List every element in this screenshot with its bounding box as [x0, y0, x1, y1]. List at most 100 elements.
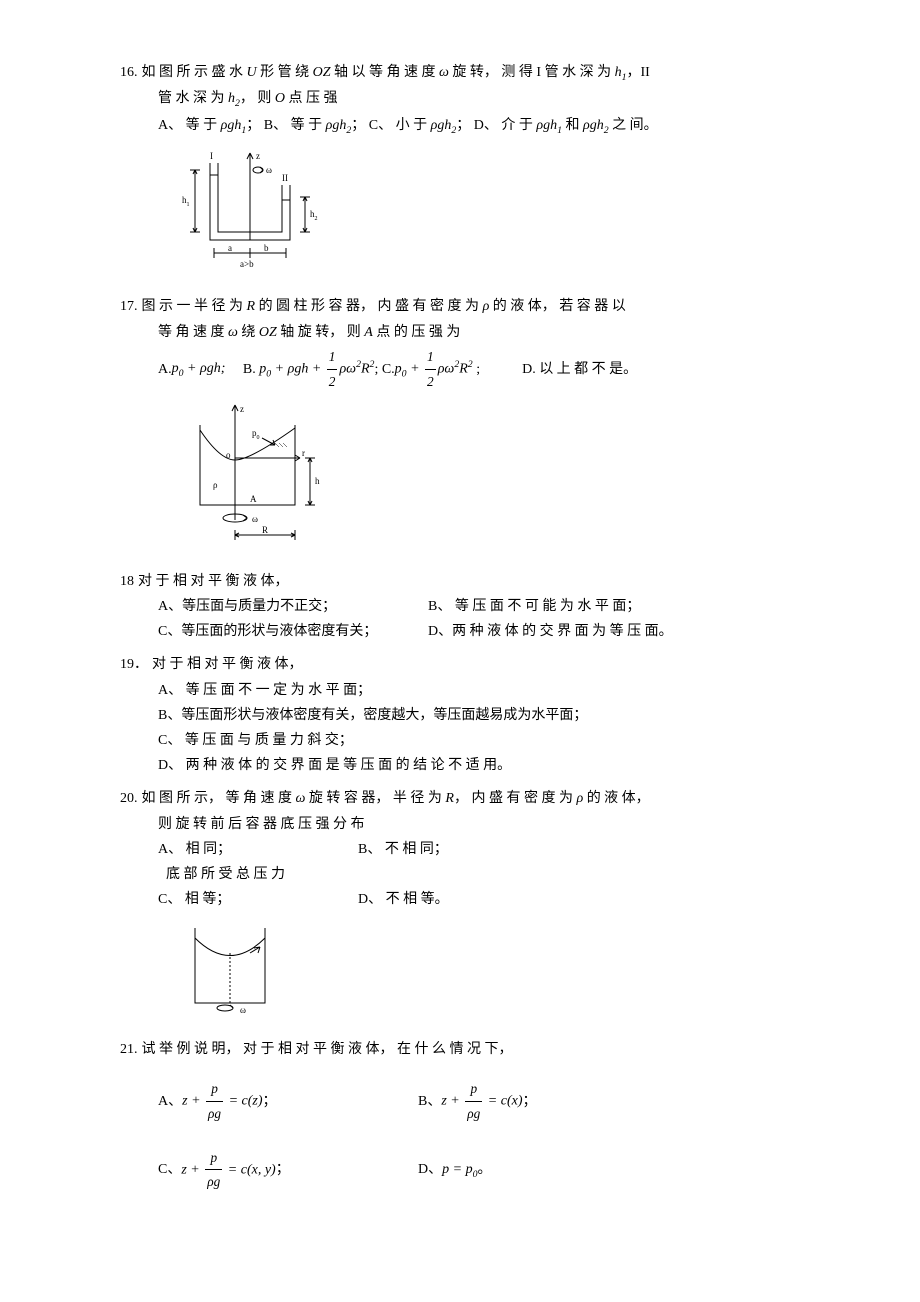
q20-line1: 20. 如 图 所 示， 等 角 速 度 ω 旋 转 容 器， 半 径 为 R，… — [120, 786, 820, 811]
q21-Csemi: ； — [276, 1157, 290, 1182]
q16-num: 16. — [120, 60, 138, 85]
r5: ρ — [583, 118, 590, 133]
q16-line2: 管 水 深 为 h2， 则 O 点 压 强 — [120, 86, 820, 112]
q19-D: D、 两 种 液 体 的 交 界 面 是 等 压 面 的 结 论 不 适 用。 — [158, 753, 820, 778]
q20-t2: 旋 转 容 器， 半 径 为 — [305, 791, 445, 806]
fig16-h2: h2 — [310, 209, 318, 222]
h1-base: h — [615, 65, 622, 80]
eqA: = — [225, 1093, 241, 1108]
q16-t5: ，II — [627, 65, 650, 80]
fig17-R: R — [262, 525, 268, 535]
plC21: + — [187, 1162, 203, 1177]
q20-row1: A、 相 同； B、 不 相 同； — [158, 837, 820, 862]
q16-rhogh2c: ρgh2 — [583, 118, 609, 133]
question-16: 16. 如 图 所 示 盛 水 U 形 管 绕 OZ 轴 以 等 角 速 度 ω… — [120, 60, 820, 284]
sym-h1: h1 — [615, 65, 627, 80]
pC: p — [210, 1150, 217, 1165]
q21-B: B、 z + pρg = c(x)； — [418, 1077, 537, 1126]
p0D: p — [466, 1162, 473, 1177]
q16-svg: I II z ω h1 h2 a b a>b — [180, 145, 340, 275]
q17-formB: p0 + ρgh + 12ρω2R2 — [259, 345, 374, 394]
q20-t4: 的 液 体， — [583, 791, 650, 806]
halfCn: 1 — [425, 345, 436, 370]
gB21: g — [474, 1106, 481, 1121]
q17-oz: OZ — [259, 325, 277, 340]
q21-Dend: 。 — [477, 1157, 491, 1182]
q16-t1: 如 图 所 示 盛 水 — [142, 65, 247, 80]
q21-Bpre: B、 — [418, 1089, 441, 1114]
q17-line1: 17. 图 示 一 半 径 为 R 的 圆 柱 形 容 器， 内 盛 有 密 度… — [120, 294, 820, 319]
gA: g — [207, 361, 214, 376]
q20-mid: 底 部 所 受 总 压 力 — [120, 862, 820, 887]
fig16-ab: a>b — [240, 259, 254, 269]
fig20-w: ω — [240, 1005, 246, 1015]
q16-text: 如 图 所 示 盛 水 U 形 管 绕 OZ 轴 以 等 角 速 度 ω 旋 转… — [142, 60, 821, 86]
q16-optA-pre: A、 等 于 — [158, 118, 221, 133]
q19-text: 对 于 相 对 平 衡 液 体， — [152, 652, 820, 677]
q20-B: B、 不 相 同； — [358, 837, 448, 862]
sym-R: R — [247, 299, 256, 314]
q18-text: 对 于 相 对 平 衡 液 体， — [138, 569, 820, 594]
question-20: 20. 如 图 所 示， 等 角 速 度 ω 旋 转 容 器， 半 径 为 R，… — [120, 786, 820, 1027]
q18-line1: 18 对 于 相 对 平 衡 液 体， — [120, 569, 820, 594]
fBd: ρg — [465, 1102, 482, 1126]
plB2: + — [308, 361, 324, 376]
q18-num: 18 — [120, 569, 134, 594]
eqC: = — [224, 1162, 240, 1177]
sym-omega: ω — [439, 65, 449, 80]
fig16-h1: h1 — [182, 195, 190, 208]
q17-Bpre: B. — [225, 357, 259, 382]
q21-row1: A、 z + pρg = c(z)； B、 z + pρg = c(x)； — [158, 1077, 820, 1126]
fig17-rho: ρ — [213, 480, 218, 490]
czA: c(z) — [242, 1093, 263, 1108]
q20-A: A、 相 同； — [158, 837, 318, 862]
q20-line2: 则 旋 转 前 后 容 器 底 压 强 分 布 — [120, 812, 820, 837]
q16-options: A、 等 于 ρgh1； B、 等 于 ρgh2； C、 小 于 ρgh2； D… — [120, 113, 820, 139]
q16-rhogh1b: ρgh1 — [536, 118, 562, 133]
g5: g — [590, 118, 597, 133]
q20-figure: ω — [120, 918, 820, 1027]
question-21: 21. 试 举 例 说 明， 对 于 相 对 平 衡 液 体， 在 什 么 情 … — [120, 1037, 820, 1194]
q17-l2d: 点 的 压 强 为 — [373, 325, 461, 340]
q16-t2: 形 管 绕 — [257, 65, 313, 80]
gC21: g — [214, 1174, 221, 1189]
fig16-b: b — [264, 243, 269, 253]
q18-B: B、 等 压 面 不 可 能 为 水 平 面； — [428, 594, 640, 619]
q18-opts: A、等压面与质量力不正交； B、 等 压 面 不 可 能 为 水 平 面； C、… — [120, 594, 820, 644]
fig17-h: h — [315, 476, 320, 486]
q16-l2b: ， 则 — [240, 91, 275, 106]
q21-Bform: z + pρg = c(x) — [441, 1077, 522, 1126]
q20-R: R — [445, 791, 454, 806]
q16-optD-pre: ； D、 介 于 — [456, 118, 536, 133]
q17-t1: 图 示 一 半 径 为 — [142, 299, 247, 314]
rA: ρ — [200, 361, 207, 376]
q20-C: C、 相 等； — [158, 887, 318, 912]
q17-l2b: 绕 — [238, 325, 259, 340]
fig17-w: ω — [252, 514, 258, 524]
halfCd: 2 — [425, 370, 436, 394]
plB1: + — [271, 361, 287, 376]
wC: ω — [444, 361, 454, 376]
q16-l2a: 管 水 深 为 — [158, 91, 228, 106]
q17-num: 17. — [120, 294, 138, 319]
eqB: = — [484, 1093, 500, 1108]
q20-opts1: A、 相 同； B、 不 相 同； — [120, 837, 820, 862]
q16-line1: 16. 如 图 所 示 盛 水 U 形 管 绕 OZ 轴 以 等 角 速 度 ω… — [120, 60, 820, 86]
eqD: = — [449, 1162, 465, 1177]
fig17-o: o — [226, 450, 231, 460]
q21-Aform: z + pρg = c(z) — [182, 1077, 262, 1126]
q20-D: D、 不 相 等。 — [358, 887, 449, 912]
q21-Asemi: ； — [263, 1089, 277, 1114]
q18-row1: A、等压面与质量力不正交； B、 等 压 面 不 可 能 为 水 平 面； — [158, 594, 820, 619]
fAn: p — [206, 1077, 223, 1102]
p0a: p — [172, 361, 179, 376]
q18-D: D、两 种 液 体 的 交 界 面 为 等 压 面。 — [428, 619, 673, 644]
q16-l2c: 点 压 强 — [285, 91, 338, 106]
q16-optB-pre: ； B、 等 于 — [246, 118, 325, 133]
q17-t2: 的 圆 柱 形 容 器， 内 盛 有 密 度 为 — [255, 299, 483, 314]
q21-D: D、 p = p0 。 — [418, 1157, 491, 1183]
q20-svg: ω — [180, 918, 290, 1018]
q16-optD-and: 和 — [562, 118, 583, 133]
q20-midtext: 底 部 所 受 总 压 力 — [166, 867, 285, 882]
q21-opts: A、 z + pρg = c(z)； B、 z + pρg = c(x)； C、… — [120, 1063, 820, 1195]
